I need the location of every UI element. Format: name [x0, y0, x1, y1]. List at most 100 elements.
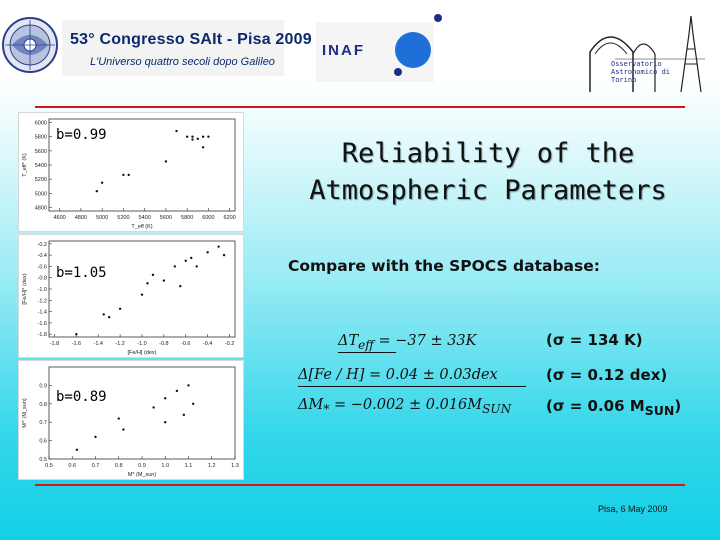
x-tick-label: 0.9	[138, 463, 146, 469]
y-tick-label: 0.6	[39, 439, 47, 445]
sait-emblem-icon	[0, 0, 290, 80]
x-axis-label: T_eff (K)	[131, 224, 152, 230]
data-point	[117, 417, 120, 420]
x-tick-label: 4600	[54, 215, 66, 221]
data-point	[191, 402, 195, 405]
x-axis-label: [Fe/H] (dex)	[127, 350, 156, 356]
y-tick-label: 5800	[35, 135, 47, 141]
sigma-mass-pre: (σ = 0.06 M	[546, 397, 645, 415]
equation-rhs: = 0.04 ± 0.03dex	[364, 367, 498, 383]
observatory-name: Osservatorio Astronomico di Torino	[611, 60, 671, 84]
x-tick-label: 6000	[202, 215, 214, 221]
data-point	[75, 332, 78, 336]
teff-comparison-plot: 4600 4800 5000 5200 5400 5600 5800 6000 6200 6000…	[18, 112, 244, 232]
x-tick-label: 1.1	[185, 463, 193, 469]
equation-sub: eff	[358, 337, 374, 352]
data-point	[175, 389, 179, 393]
data-point	[196, 137, 199, 141]
inaf-globe-icon	[394, 14, 442, 76]
sigma-teff: (σ = 134 K)	[546, 331, 643, 349]
x-tick-label: -1.4	[93, 341, 102, 347]
x-tick-label: -0.4	[203, 341, 212, 347]
data-point	[162, 279, 166, 282]
mass-comparison-plot: 0.5 0.6 0.7 0.8 0.9 1.0 1.1 1.2 1.3 0.9 0.8 0.7 0.6 0…	[18, 360, 244, 480]
x-tick-label: 5800	[181, 215, 193, 221]
equation-rhs: = −37 ± 33K	[373, 333, 477, 349]
equation-feh: Δ[Fe / H] = 0.04 ± 0.03dex	[298, 367, 498, 383]
equation-teff: ΔTeff = −37 ± 33K	[338, 333, 477, 352]
feh-comparison-plot: -1.8 -1.6 -1.4 -1.2 -1.0 -0.8 -0.6 -0.4 -0.2 -0.2…	[18, 234, 244, 358]
fraction-line	[338, 352, 396, 353]
x-tick-label: 6200	[224, 215, 236, 221]
sigma-mass-post: )	[674, 397, 682, 415]
data-point	[127, 173, 130, 177]
plot-frame	[48, 366, 236, 460]
equation-sub: SUN	[482, 401, 512, 416]
data-point	[190, 256, 193, 260]
sigma-feh: (σ = 0.12 dex)	[546, 366, 668, 384]
y-tick-label: 5600	[35, 149, 47, 155]
data-point	[94, 435, 97, 439]
y-tick-label: 0.9	[39, 383, 47, 389]
inaf-logo-text: INAF	[322, 42, 365, 59]
y-tick-label: 0.8	[39, 402, 47, 408]
data-point	[217, 245, 220, 248]
data-point	[201, 146, 205, 149]
data-point	[95, 189, 99, 193]
y-tick-label: -0.6	[38, 264, 47, 270]
x-tick-label: -1.2	[115, 341, 124, 347]
y-tick-label: -1.2	[38, 298, 47, 304]
x-tick-label: -1.0	[137, 341, 146, 347]
data-point	[75, 448, 79, 451]
data-point	[100, 181, 104, 184]
data-point	[206, 251, 209, 254]
y-axis-label: [Fe/H]* (dex)	[22, 273, 28, 304]
bottom-rule	[35, 484, 685, 486]
y-axis-label: T_eff* (K)	[22, 153, 28, 177]
equation-rhs: = −0.002 ± 0.016M	[329, 397, 483, 413]
data-point	[173, 265, 177, 268]
fraction-line	[298, 386, 526, 387]
observatory-line: Torino	[611, 76, 637, 84]
y-axis-label: M*' (M_sun)	[22, 398, 28, 428]
x-tick-label: 4800	[75, 215, 87, 221]
data-point	[164, 397, 167, 400]
x-tick-label: 1.0	[161, 463, 169, 469]
data-point	[122, 428, 125, 431]
x-tick-label: 5600	[160, 215, 172, 221]
data-point	[187, 384, 190, 387]
x-tick-label: -0.8	[159, 341, 168, 347]
x-tick-label: 1.3	[231, 463, 239, 469]
data-point	[152, 406, 155, 409]
y-tick-label: 5400	[35, 163, 47, 169]
x-tick-label: -0.2	[225, 341, 234, 347]
data-point	[222, 253, 226, 257]
data-point	[182, 413, 186, 417]
data-point	[175, 129, 178, 133]
sigma-mass: (σ = 0.06 MSUN)	[546, 397, 681, 418]
y-tick-label: 5000	[35, 191, 47, 197]
y-tick-label: 5200	[35, 177, 47, 183]
y-tick-label: -0.2	[38, 242, 47, 248]
sigma-mass-sub: SUN	[644, 403, 675, 418]
x-axis-label: M* (M_sun)	[128, 472, 157, 478]
data-point	[122, 173, 125, 177]
x-tick-label: 0.8	[115, 463, 123, 469]
sait-conference-logo	[0, 0, 290, 80]
y-tick-label: 0.5	[39, 457, 47, 463]
conference-title: 53° Congresso SAIt - Pisa 2009	[70, 31, 312, 48]
footer-date: Pisa, 6 May 2009	[598, 504, 668, 514]
slide-title-line2: Atmospheric Parameters	[309, 175, 667, 206]
equation-sub: *	[323, 401, 330, 416]
data-point	[164, 160, 168, 163]
data-point	[118, 307, 122, 310]
x-tick-label: -1.6	[72, 341, 81, 347]
observatory-line: Astronomico di	[611, 68, 671, 76]
y-tick-label: 4800	[35, 205, 47, 211]
data-point	[146, 282, 149, 285]
x-tick-label: 5200	[117, 215, 129, 221]
equation-lhs: Δ[Fe / H]	[298, 367, 365, 383]
x-tick-label: 5400	[139, 215, 151, 221]
data-point	[184, 259, 187, 262]
data-point	[201, 135, 205, 138]
